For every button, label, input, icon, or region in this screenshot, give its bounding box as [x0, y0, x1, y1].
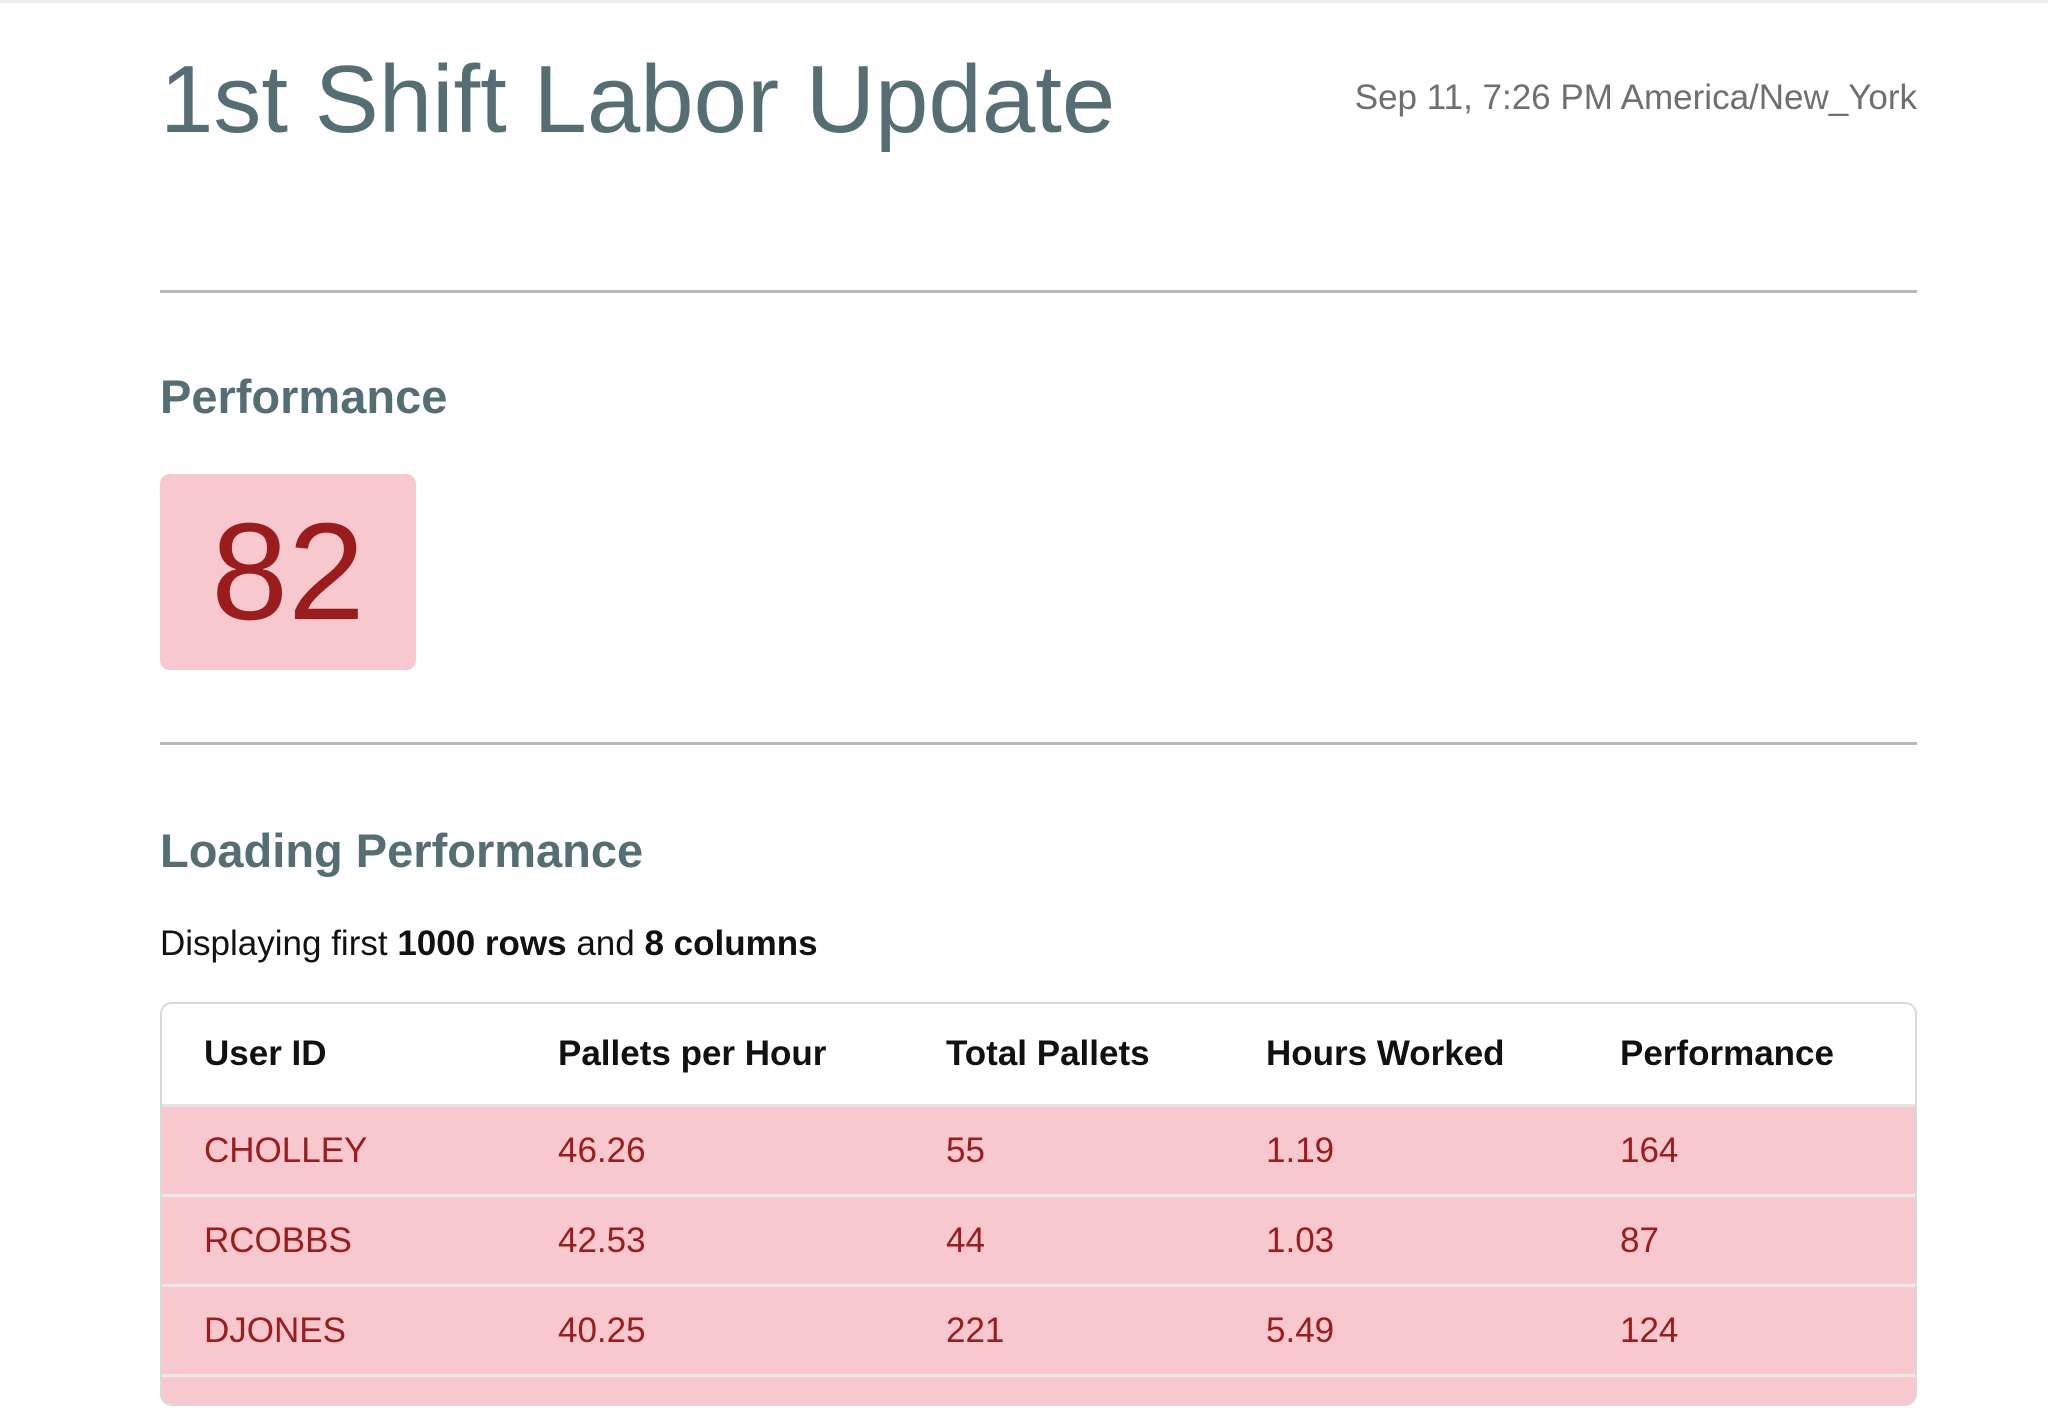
cell-pallets-per-hour: 39.43: [516, 1375, 904, 1404]
top-border: [0, 0, 2048, 3]
cell-total-pallets: 44: [904, 1195, 1224, 1287]
cell-total-pallets: 221: [904, 1285, 1224, 1377]
performance-kpi-value: 82: [211, 495, 365, 649]
display-info-rows: 1000 rows: [397, 924, 567, 963]
cell-user-id: RCOBBS: [162, 1195, 516, 1287]
table-row: CHOLLEY 46.26 55 1.19 164: [162, 1105, 1915, 1197]
display-info-middle: and: [576, 924, 635, 963]
cell-hours-worked: 1.03: [1224, 1195, 1578, 1287]
cell-performance: 92: [1578, 1375, 1915, 1404]
cell-total-pallets: 55: [904, 1105, 1224, 1197]
table-row: DJONES 40.25 221 5.49 124: [162, 1285, 1915, 1377]
cell-hours-worked: 5.49: [1224, 1285, 1578, 1377]
table-header-row: User ID Pallets per Hour Total Pallets H…: [162, 1004, 1915, 1107]
report-timestamp: Sep 11, 7:26 PM America/New_York: [1354, 78, 1917, 117]
cell-performance: 164: [1578, 1105, 1915, 1197]
report-page: 1st Shift Labor Update Sep 11, 7:26 PM A…: [160, 0, 1917, 1406]
column-header-user-id[interactable]: User ID: [162, 1004, 516, 1107]
table-row: RCOBBS 42.53 44 1.03 87: [162, 1195, 1915, 1287]
display-info-prefix: Displaying first: [160, 924, 388, 963]
column-header-total-pallets[interactable]: Total Pallets: [904, 1004, 1224, 1107]
display-info-columns: 8 columns: [644, 924, 818, 963]
performance-section-title: Performance: [160, 370, 448, 423]
cell-total-pallets: 86: [904, 1375, 1224, 1404]
performance-kpi-tile: 82: [160, 474, 416, 670]
cell-performance: 124: [1578, 1285, 1915, 1377]
cell-hours-worked: 2.23: [1224, 1375, 1578, 1404]
cell-pallets-per-hour: 42.53: [516, 1195, 904, 1287]
cell-pallets-per-hour: 46.26: [516, 1105, 904, 1197]
column-header-hours-worked[interactable]: Hours Worked: [1224, 1004, 1578, 1107]
loading-performance-table[interactable]: User ID Pallets per Hour Total Pallets H…: [160, 1002, 1917, 1406]
column-header-pallets-per-hour[interactable]: Pallets per Hour: [516, 1004, 904, 1107]
loading-performance-title: Loading Performance: [160, 824, 644, 877]
page-title: 1st Shift Labor Update: [160, 46, 1116, 153]
cell-pallets-per-hour: 40.25: [516, 1285, 904, 1377]
report-header: 1st Shift Labor Update Sep 11, 7:26 PM A…: [160, 0, 1917, 290]
table-row: MVAUGHNS 39.43 86 2.23 92: [162, 1375, 1915, 1404]
column-header-performance[interactable]: Performance: [1578, 1004, 1915, 1107]
cell-user-id: CHOLLEY: [162, 1105, 516, 1197]
divider: [160, 742, 1917, 745]
cell-user-id: DJONES: [162, 1285, 516, 1377]
data-table: User ID Pallets per Hour Total Pallets H…: [162, 1004, 1915, 1404]
cell-hours-worked: 1.19: [1224, 1105, 1578, 1197]
cell-user-id: MVAUGHNS: [162, 1375, 516, 1404]
cell-performance: 87: [1578, 1195, 1915, 1287]
divider: [160, 290, 1917, 293]
table-display-info: Displaying first 1000 rows and 8 columns: [160, 924, 1917, 964]
